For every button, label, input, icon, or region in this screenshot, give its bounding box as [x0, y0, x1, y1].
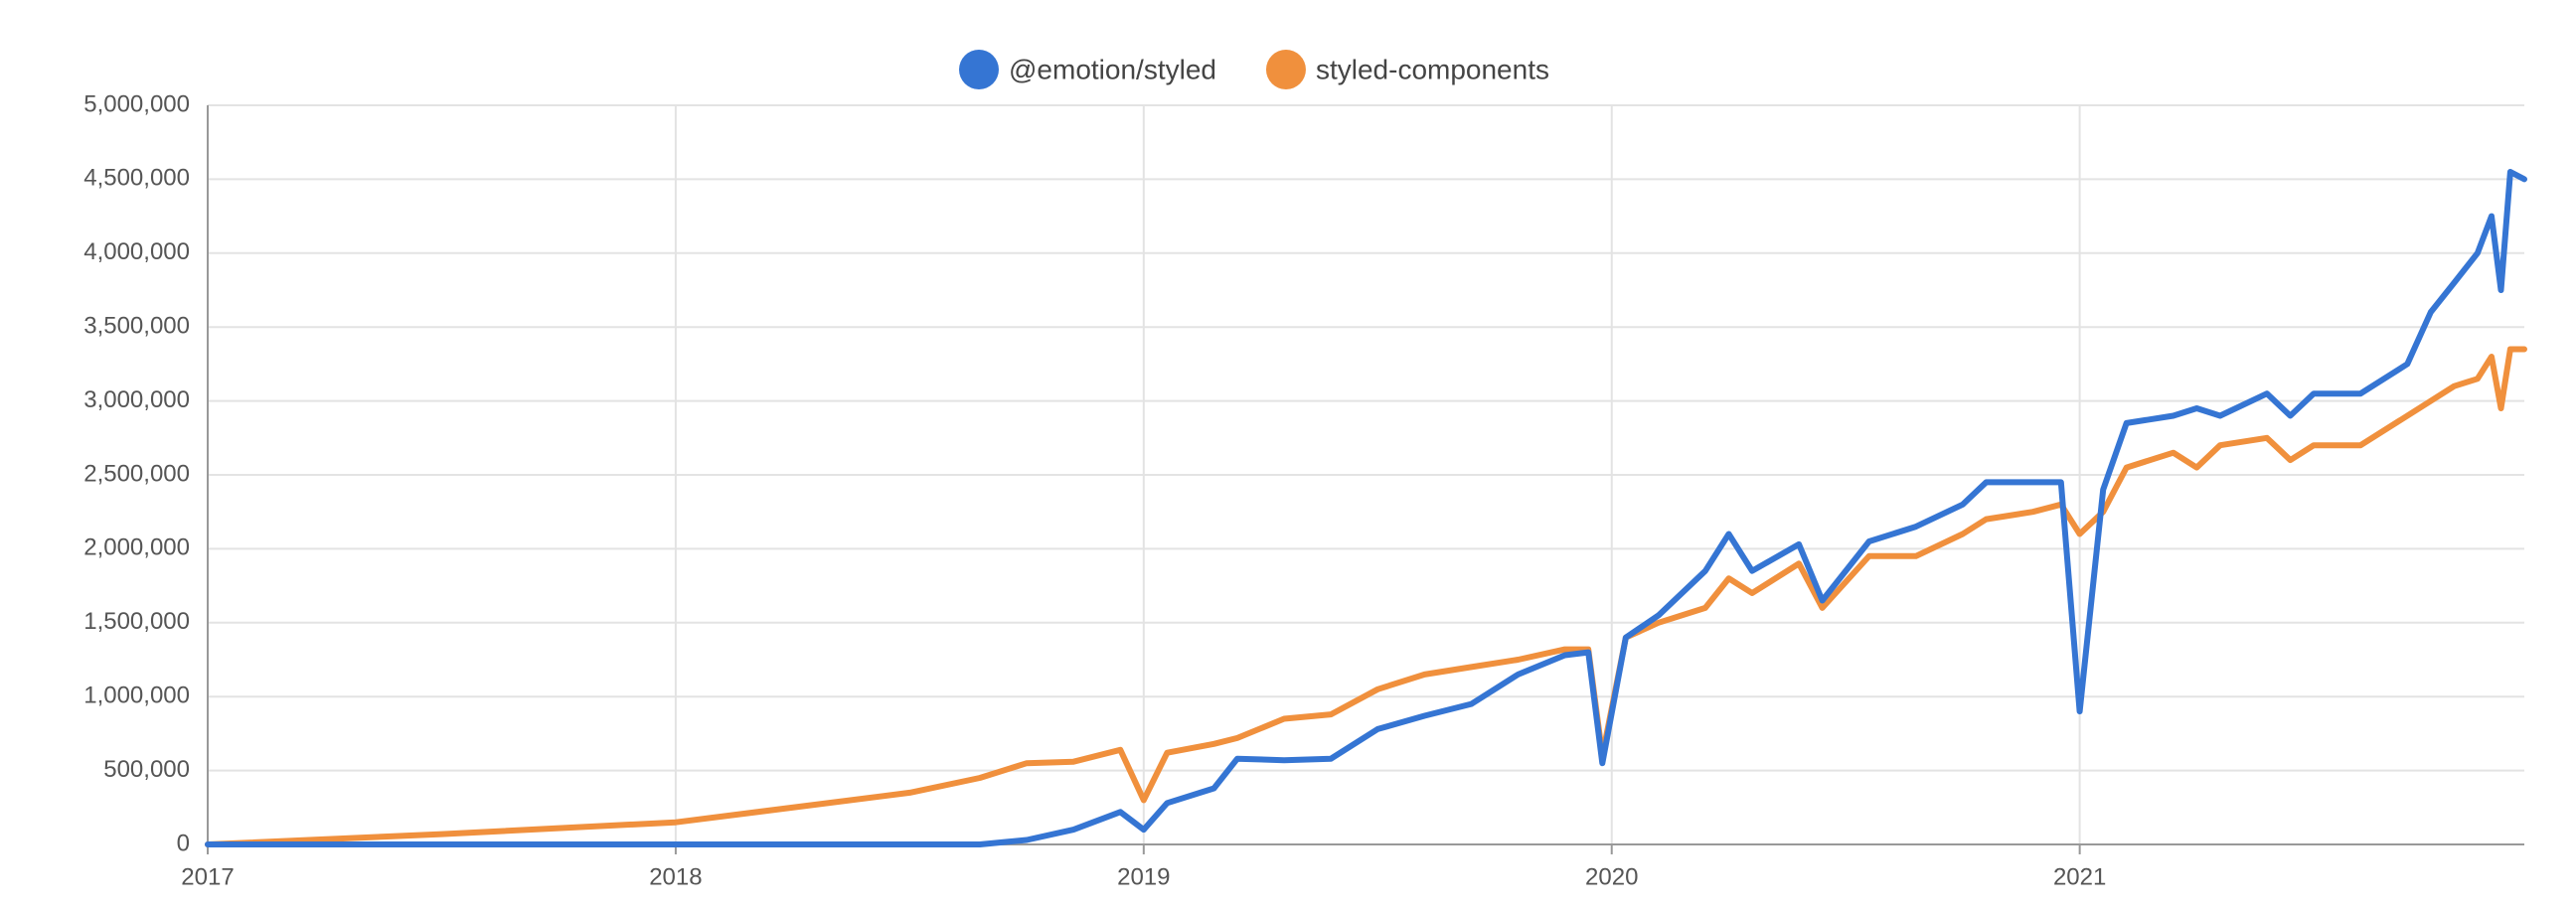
- y-tick-label: 5,000,000: [83, 90, 190, 117]
- y-tick-label: 500,000: [103, 756, 190, 783]
- y-tick-label: 3,000,000: [83, 386, 190, 413]
- y-tick-label: 2,500,000: [83, 460, 190, 487]
- x-tick-label: 2018: [649, 863, 702, 890]
- x-tick-label: 2019: [1117, 863, 1170, 890]
- legend-label: styled-components: [1316, 54, 1549, 84]
- line: [205, 169, 2527, 847]
- x-tick-label: 2020: [1585, 863, 1638, 890]
- y-tick-label: 4,000,000: [83, 238, 190, 265]
- x-tick-label: 2021: [2053, 863, 2106, 890]
- y-tick-label: 1,500,000: [83, 608, 190, 635]
- legend: @emotion/styled styled-components: [959, 50, 1549, 89]
- y-tick-label: 3,500,000: [83, 313, 190, 340]
- y-tick-label: 2,000,000: [83, 534, 190, 561]
- x-tick-label: 2017: [181, 863, 234, 890]
- y-tick-label: 1,000,000: [83, 683, 190, 709]
- line: [205, 346, 2527, 847]
- legend-swatch: [1265, 50, 1306, 89]
- y-tick-label: 4,500,000: [83, 165, 190, 192]
- y-tick-label: 0: [177, 830, 190, 856]
- legend-swatch: [959, 50, 999, 89]
- legend-label: @emotion/styled: [1009, 54, 1216, 84]
